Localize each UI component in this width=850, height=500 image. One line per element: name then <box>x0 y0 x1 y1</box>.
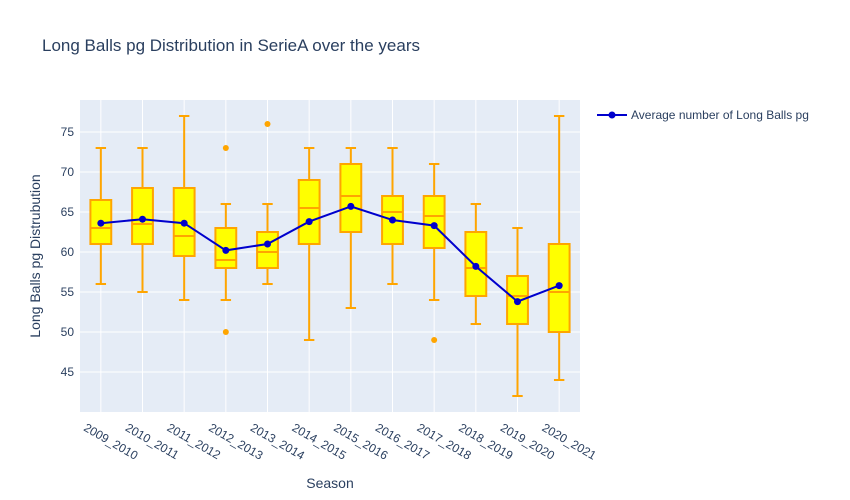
outlier-point <box>222 329 229 335</box>
average-line <box>100 205 560 303</box>
y-tick-label: 75 <box>61 125 75 139</box>
average-point <box>264 240 271 248</box>
box-iqr <box>297 179 321 245</box>
box-2017_2018 <box>422 163 446 343</box>
plot-area <box>80 100 580 412</box>
average-point <box>555 282 563 290</box>
y-axis-title: Long Balls pg Distrubution <box>27 174 43 337</box>
box-iqr <box>422 195 446 249</box>
average-point <box>514 298 521 306</box>
average-point <box>430 222 438 230</box>
legend-label: Average number of Long Balls pg <box>631 108 809 122</box>
average-point <box>97 219 105 227</box>
average-point <box>389 216 396 224</box>
average-point <box>347 202 355 210</box>
average-point <box>472 262 480 270</box>
average-point <box>180 219 188 227</box>
outlier-point <box>431 337 438 343</box>
y-tick-label: 65 <box>61 205 75 219</box>
y-tick-label: 70 <box>61 165 75 179</box>
box-2014_2015 <box>297 147 321 341</box>
y-tick-label: 55 <box>61 285 75 299</box>
x-axis-title: Season <box>306 475 353 491</box>
y-tick-label: 50 <box>61 325 75 339</box>
average-point <box>305 218 313 226</box>
chart-title: Long Balls pg Distribution in SerieA ove… <box>42 36 420 55</box>
average-line-series <box>97 202 563 306</box>
box-iqr <box>339 163 363 233</box>
box-iqr <box>256 231 279 269</box>
outlier-point <box>222 145 229 151</box>
outlier-point <box>264 121 271 127</box>
average-point <box>222 246 230 254</box>
average-point <box>139 215 146 223</box>
legend[interactable]: Average number of Long Balls pg <box>597 108 809 122</box>
box-2015_2016 <box>339 147 363 309</box>
y-tick-label: 60 <box>61 245 75 259</box>
y-tick-label: 45 <box>61 365 75 379</box>
legend-marker-swatch <box>608 111 616 119</box>
